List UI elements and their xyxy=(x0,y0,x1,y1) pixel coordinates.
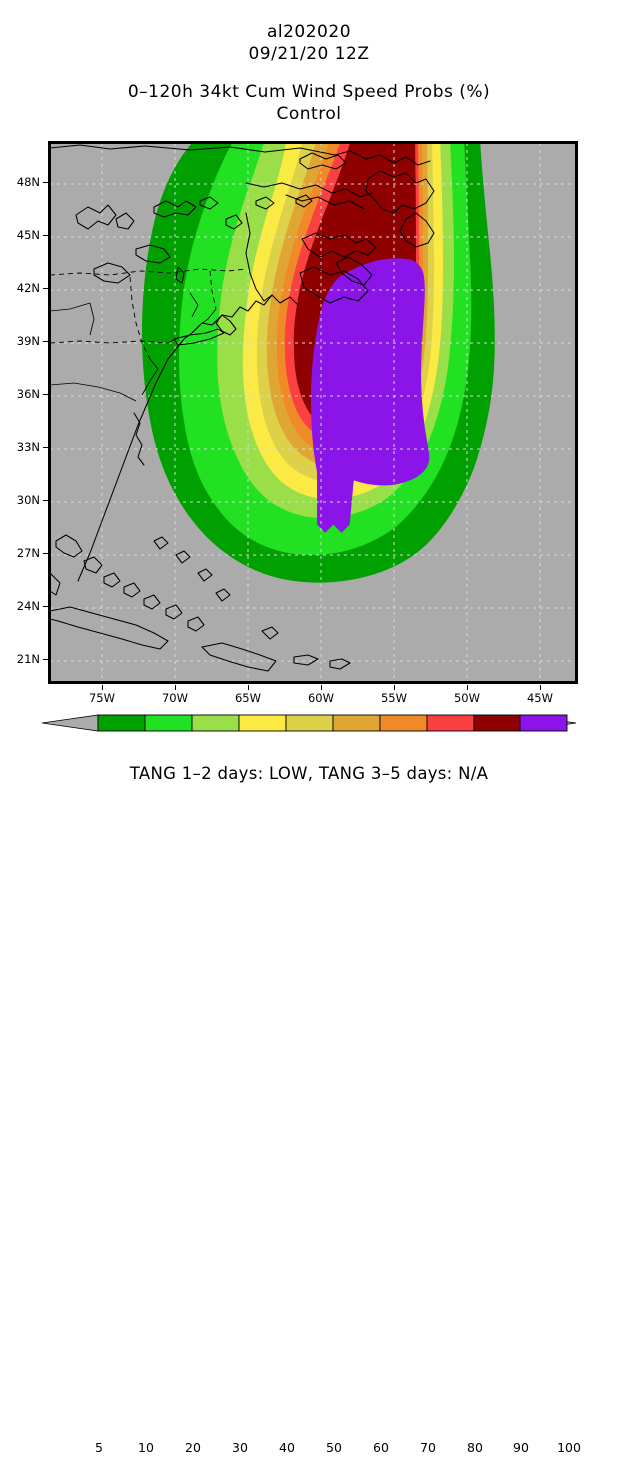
colorbar-label-5: 5 xyxy=(95,1440,103,1455)
state-boundaries xyxy=(50,292,217,402)
xtick-75W: 75W xyxy=(89,685,115,705)
xtick-65W: 65W xyxy=(235,685,261,705)
colorbar-label-80: 80 xyxy=(467,1440,483,1455)
ytick-36N: 36N xyxy=(17,387,48,401)
colorbar[interactable]: 5 10 20 30 40 50 60 70 80 90 100 xyxy=(0,706,618,1455)
run-type-label: Control xyxy=(276,104,342,124)
colorbar-label-60: 60 xyxy=(373,1440,389,1455)
ytick-33N: 33N xyxy=(17,440,48,454)
ytick-42N: 42N xyxy=(17,281,48,295)
colorbar-label-50: 50 xyxy=(326,1440,342,1455)
colorbar-label-100: 100 xyxy=(557,1440,581,1455)
colorbar-label-10: 10 xyxy=(138,1440,154,1455)
colorbar-graphic xyxy=(41,714,577,732)
xtick-55W: 55W xyxy=(381,685,407,705)
latitude-axis: 48N 45N 42N 39N 36N 33N 30N 27N 24N 21N xyxy=(0,141,48,684)
colorbar-label-70: 70 xyxy=(420,1440,436,1455)
ytick-24N: 24N xyxy=(17,599,48,613)
ytick-30N: 30N xyxy=(17,493,48,507)
contour-band-90 xyxy=(310,258,430,533)
ytick-48N: 48N xyxy=(17,175,48,189)
colorbar-label-30: 30 xyxy=(232,1440,248,1455)
political-borders xyxy=(50,268,247,360)
ytick-45N: 45N xyxy=(17,228,48,242)
storm-id: al202020 xyxy=(266,22,352,42)
xtick-45W: 45W xyxy=(527,685,553,705)
probability-map-panel[interactable] xyxy=(48,141,578,684)
colorbar-label-40: 40 xyxy=(279,1440,295,1455)
longitude-axis: 75W 70W 65W 60W 55W 50W 45W xyxy=(48,685,578,705)
xtick-50W: 50W xyxy=(454,685,480,705)
colorbar-swatches xyxy=(97,714,568,732)
storm-datetime: 09/21/20 12Z xyxy=(248,44,370,64)
colorbar-label-20: 20 xyxy=(185,1440,201,1455)
page-title: 0–120h 34kt Cum Wind Speed Probs (%) xyxy=(127,82,491,102)
tang-status-footer: TANG 1–2 days: LOW, TANG 3–5 days: N/A xyxy=(129,764,489,783)
map-canvas xyxy=(50,143,576,682)
xtick-60W: 60W xyxy=(308,685,334,705)
ytick-27N: 27N xyxy=(17,546,48,560)
map-graphics xyxy=(50,143,576,682)
colorbar-labels: 5 10 20 30 40 50 60 70 80 90 100 xyxy=(0,1440,618,1460)
title-block: al202020 09/21/20 12Z 0–120h 34kt Cum Wi… xyxy=(0,0,618,124)
coastlines xyxy=(50,144,435,672)
ytick-39N: 39N xyxy=(17,334,48,348)
ytick-21N: 21N xyxy=(17,652,48,666)
xtick-70W: 70W xyxy=(162,685,188,705)
probability-contours xyxy=(142,143,495,583)
graticule xyxy=(50,143,576,682)
colorbar-left-taper xyxy=(41,714,99,732)
colorbar-label-90: 90 xyxy=(513,1440,529,1455)
